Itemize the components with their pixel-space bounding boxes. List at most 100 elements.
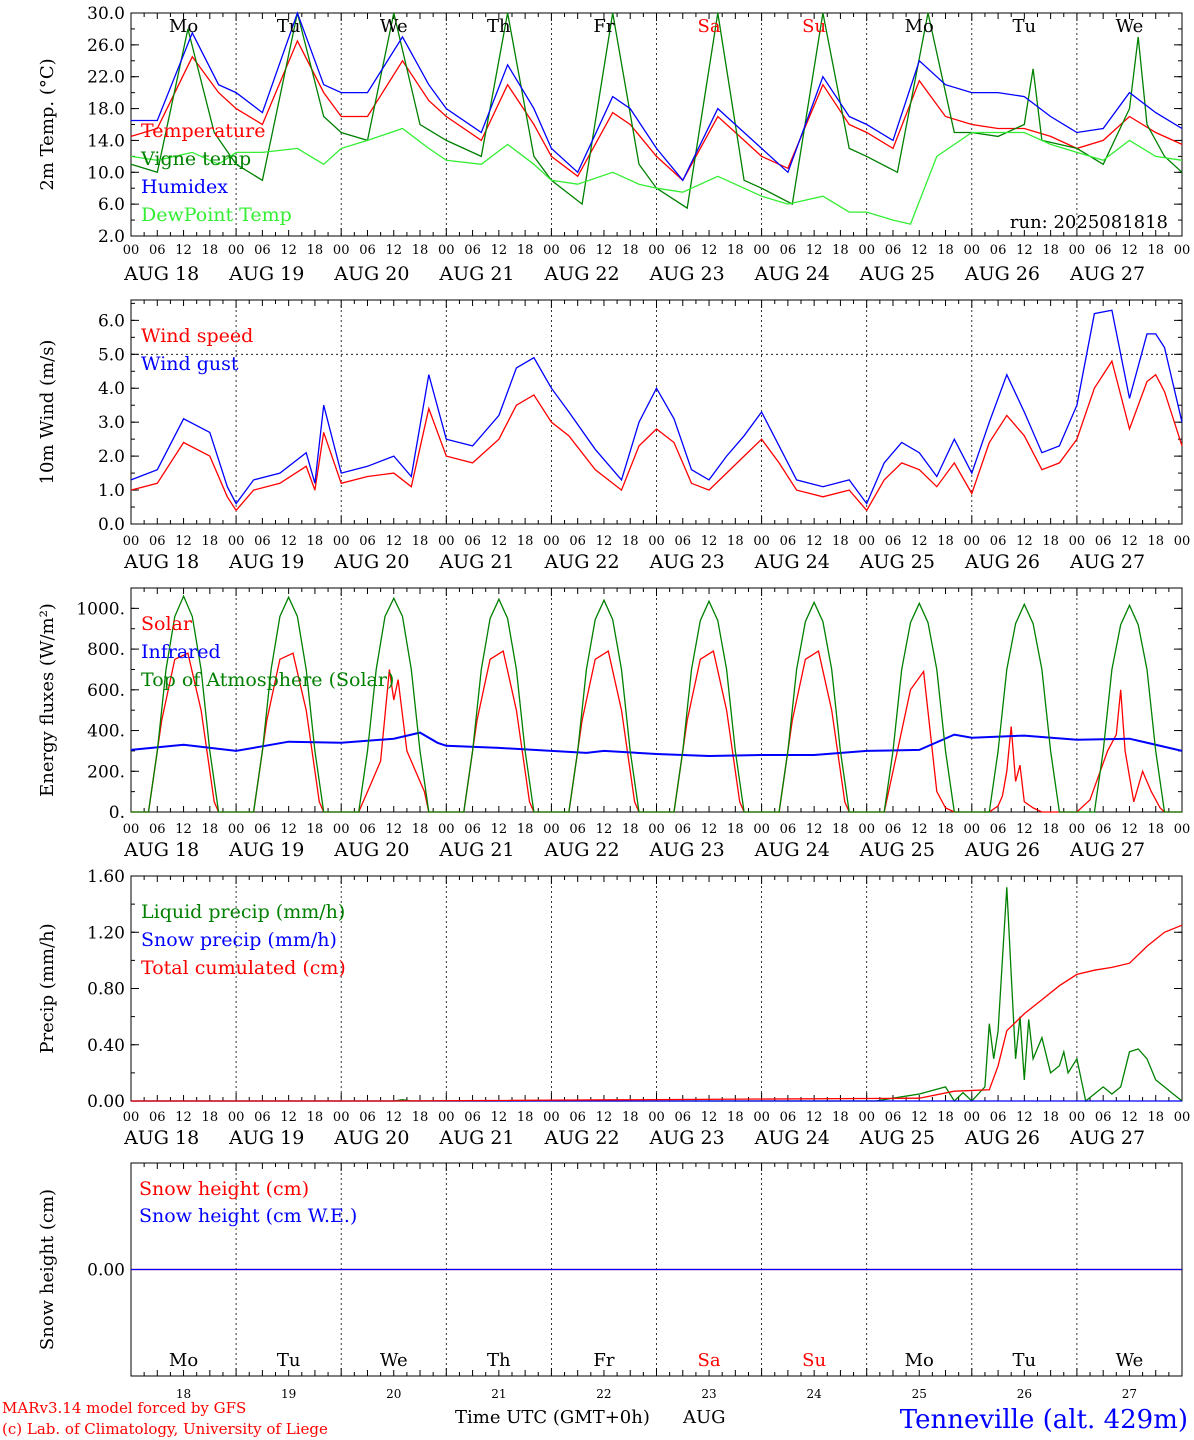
hour-tick-label: 18 — [1147, 1110, 1164, 1125]
day-number-label: 27 — [1122, 1387, 1137, 1401]
hour-tick-label: 18 — [1147, 243, 1164, 258]
hour-tick-label: 18 — [307, 534, 324, 549]
hour-tick-label: 18 — [727, 822, 744, 837]
hour-tick-label: 06 — [254, 1110, 271, 1125]
hour-tick-label: 12 — [806, 822, 823, 837]
day-label: AUG 20 — [333, 263, 409, 285]
series-line-top-of-atmosphere-solar- — [131, 594, 1182, 813]
hour-tick-label: 12 — [911, 822, 928, 837]
series-line-wind-speed — [130, 359, 1183, 512]
hour-tick-label: 06 — [1095, 822, 1112, 837]
y-tick-label: 22.0 — [87, 68, 125, 88]
hour-tick-label: 00 — [1069, 1110, 1086, 1125]
hour-tick-label: 06 — [1095, 1110, 1112, 1125]
panel-wind: 0.0 1.0 2.0 3.0 4.0 5.0 6.0 10m Wind (m/s) Wind … — [37, 299, 1191, 573]
day-label: AUG 23 — [649, 551, 725, 573]
hour-tick-label: 18 — [307, 822, 324, 837]
run-annotation: run: 2025081818 — [1010, 212, 1168, 233]
y-axis-title: 2m Temp. (°C) — [37, 58, 58, 190]
hour-tick-label: 00 — [228, 243, 245, 258]
hour-tick-label: 00 — [648, 1110, 665, 1125]
hour-tick-label: 12 — [596, 243, 613, 258]
weekday-label: Th — [487, 1350, 511, 1371]
hour-tick-label: 00 — [1174, 534, 1191, 549]
y-tick-label: 1000. — [76, 599, 125, 619]
y-tick-label: 30.0 — [87, 4, 125, 24]
y-tick-label: 3.0 — [98, 413, 125, 433]
hour-tick-label: 12 — [175, 1110, 192, 1125]
hour-tick-label: 06 — [885, 1110, 902, 1125]
weekday-label: Mo — [169, 1350, 198, 1371]
hour-tick-label: 06 — [780, 822, 797, 837]
day-label: AUG 20 — [333, 551, 409, 573]
day-label: AUG 25 — [859, 1127, 935, 1149]
hour-tick-label: 18 — [622, 243, 639, 258]
hour-tick-label: 12 — [175, 534, 192, 549]
day-label: AUG 19 — [228, 551, 304, 573]
hour-tick-label: 00 — [123, 822, 140, 837]
day-number-label: 26 — [1017, 1387, 1032, 1401]
hour-tick-label: 06 — [675, 1110, 692, 1125]
hour-tick-label: 18 — [517, 1110, 534, 1125]
legend-entry: Liquid precip (mm/h) — [141, 901, 345, 923]
day-number-label: 20 — [386, 1387, 401, 1401]
day-label: AUG 22 — [543, 263, 619, 285]
day-label: AUG 18 — [123, 263, 199, 285]
day-label: AUG 21 — [438, 551, 514, 573]
hour-tick-label: 12 — [701, 534, 718, 549]
y-tick-label: 18.0 — [87, 100, 125, 120]
y-tick-label: 0.00 — [87, 1092, 125, 1112]
hour-tick-label: 06 — [464, 243, 481, 258]
hour-tick-label: 00 — [753, 1110, 770, 1125]
day-label: AUG 22 — [543, 551, 619, 573]
y-axis-title: Precip (mm/h) — [37, 923, 58, 1053]
y-tick-label: 0. — [109, 803, 125, 823]
weekday-label: Tu — [277, 1350, 301, 1371]
hour-tick-label: 12 — [701, 822, 718, 837]
hour-tick-label: 00 — [858, 534, 875, 549]
day-label: AUG 24 — [754, 263, 830, 285]
hour-tick-label: 00 — [964, 534, 981, 549]
hour-tick-label: 18 — [727, 534, 744, 549]
y-axis-title: Snow height (cm) — [37, 1189, 58, 1350]
legend-entry: Infrared — [141, 641, 221, 663]
day-label: AUG 24 — [754, 839, 830, 861]
hour-tick-label: 00 — [543, 243, 560, 258]
hour-tick-label: 18 — [307, 1110, 324, 1125]
hour-tick-label: 06 — [359, 243, 376, 258]
hour-tick-label: 06 — [780, 243, 797, 258]
legend-entry: Snow height (cm W.E.) — [139, 1205, 357, 1227]
hour-tick-label: 06 — [990, 822, 1007, 837]
hour-tick-label: 18 — [412, 534, 429, 549]
hour-tick-label: 06 — [885, 243, 902, 258]
weekday-label: We — [380, 16, 408, 37]
series-line-total-cumulated-cm- — [131, 924, 1183, 1102]
weekday-label: We — [1116, 16, 1144, 37]
model-credit: MARv3.14 model forced by GFS — [2, 1399, 246, 1417]
hour-tick-label: 00 — [333, 534, 350, 549]
hour-tick-label: 00 — [228, 534, 245, 549]
hour-tick-label: 06 — [885, 534, 902, 549]
hour-tick-label: 06 — [569, 534, 586, 549]
y-tick-label: 200. — [87, 762, 125, 782]
day-number-label: 23 — [701, 1387, 716, 1401]
weekday-label: Mo — [905, 1350, 934, 1371]
day-label: AUG 22 — [543, 1127, 619, 1149]
y-tick-label: 2.0 — [98, 447, 125, 467]
station-name: Tenneville (alt. 429m) — [900, 1405, 1188, 1435]
hour-tick-label: 06 — [149, 822, 166, 837]
day-label: AUG 19 — [228, 263, 304, 285]
y-tick-label: 14.0 — [87, 131, 125, 151]
hour-tick-label: 00 — [123, 243, 140, 258]
hour-tick-label: 12 — [280, 243, 297, 258]
hour-tick-label: 00 — [543, 822, 560, 837]
hour-tick-label: 12 — [596, 822, 613, 837]
hour-tick-label: 12 — [1121, 1110, 1138, 1125]
day-number-label: 21 — [491, 1387, 506, 1401]
hour-tick-label: 18 — [202, 243, 219, 258]
hour-tick-label: 12 — [1016, 1110, 1033, 1125]
hour-tick-label: 18 — [517, 822, 534, 837]
hour-tick-label: 00 — [648, 243, 665, 258]
hour-tick-label: 12 — [701, 1110, 718, 1125]
weekday-label: Mo — [169, 16, 198, 37]
